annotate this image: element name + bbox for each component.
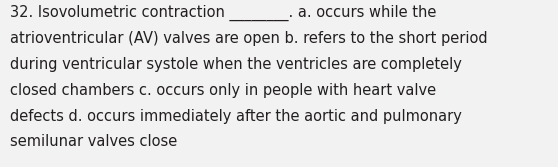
Text: during ventricular systole when the ventricles are completely: during ventricular systole when the vent… [10, 57, 462, 72]
Text: 32. Isovolumetric contraction ________. a. occurs while the: 32. Isovolumetric contraction ________. … [10, 5, 436, 21]
Text: closed chambers c. occurs only in people with heart valve: closed chambers c. occurs only in people… [10, 83, 436, 98]
Text: defects d. occurs immediately after the aortic and pulmonary: defects d. occurs immediately after the … [10, 109, 462, 124]
Text: atrioventricular (AV) valves are open b. refers to the short period: atrioventricular (AV) valves are open b.… [10, 31, 488, 46]
Text: semilunar valves close: semilunar valves close [10, 134, 177, 149]
